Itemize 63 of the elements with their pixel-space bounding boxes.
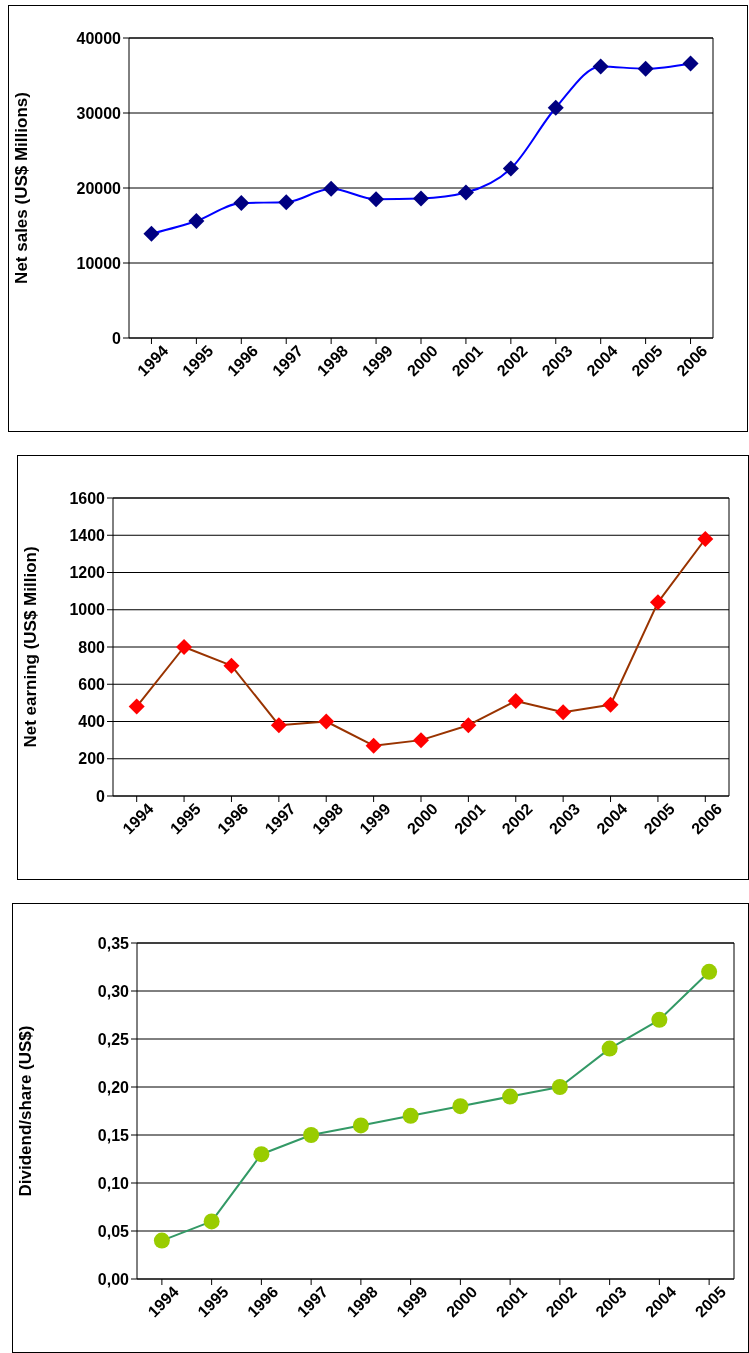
point (233, 195, 250, 211)
y-tick-label: 0 (96, 787, 106, 805)
point (502, 1088, 519, 1105)
point (270, 717, 287, 734)
point (601, 1040, 618, 1057)
point (176, 639, 193, 655)
y-tick-label: 1000 (69, 601, 106, 619)
point (203, 1213, 220, 1230)
point (253, 1146, 270, 1163)
point (602, 696, 619, 713)
y-tick-label: 0,05 (97, 1222, 130, 1240)
y-tick-label: 10000 (76, 254, 122, 272)
point (460, 717, 477, 734)
y-axis-title: Net earning (US$ Million) (21, 546, 41, 748)
y-tick-label: 1400 (69, 526, 106, 544)
y-tick-label: 30000 (76, 104, 122, 122)
point (697, 530, 714, 547)
point (551, 1079, 568, 1095)
point (143, 225, 160, 242)
point (701, 963, 718, 980)
y-tick-label: 200 (78, 750, 106, 768)
point (592, 58, 609, 75)
point (555, 704, 572, 721)
y-tick-label: 0,15 (97, 1126, 130, 1144)
point (365, 737, 382, 754)
y-tick-label: 0,00 (97, 1270, 130, 1288)
point (682, 55, 699, 72)
y-tick-label: 1200 (69, 564, 106, 582)
point (278, 194, 295, 211)
point (128, 698, 145, 715)
point (413, 190, 429, 207)
point (323, 180, 340, 197)
y-tick-label: 20000 (76, 179, 122, 197)
point (402, 1107, 419, 1124)
y-tick-label: 0,25 (97, 1030, 130, 1048)
y-tick-label: 40000 (76, 29, 122, 47)
y-tick-label: 0,10 (97, 1174, 130, 1192)
point (651, 1011, 668, 1028)
y-tick-label: 0,20 (97, 1078, 130, 1096)
y-tick-label: 1600 (69, 489, 106, 507)
y-tick-label: 800 (78, 638, 106, 656)
point (318, 713, 335, 730)
y-tick-label: 400 (78, 713, 106, 731)
point (223, 657, 240, 674)
y-tick-label: 0 (112, 329, 122, 347)
point (153, 1232, 170, 1249)
point (457, 184, 474, 201)
point (637, 60, 654, 77)
point (547, 99, 564, 116)
y-axis-title: Net sales (US$ Millions) (12, 92, 32, 284)
y-axis-title: Dividend/share (US$) (16, 1025, 36, 1197)
point (413, 732, 429, 749)
y-tick-label: 0,35 (97, 934, 130, 952)
y-tick-label: 600 (78, 675, 106, 693)
point (452, 1098, 469, 1115)
point (303, 1127, 320, 1143)
point (188, 213, 205, 229)
point (502, 160, 519, 177)
point (649, 594, 666, 611)
point (352, 1117, 369, 1134)
y-tick-label: 0,30 (97, 982, 130, 1000)
point (507, 693, 524, 710)
point (368, 191, 385, 208)
